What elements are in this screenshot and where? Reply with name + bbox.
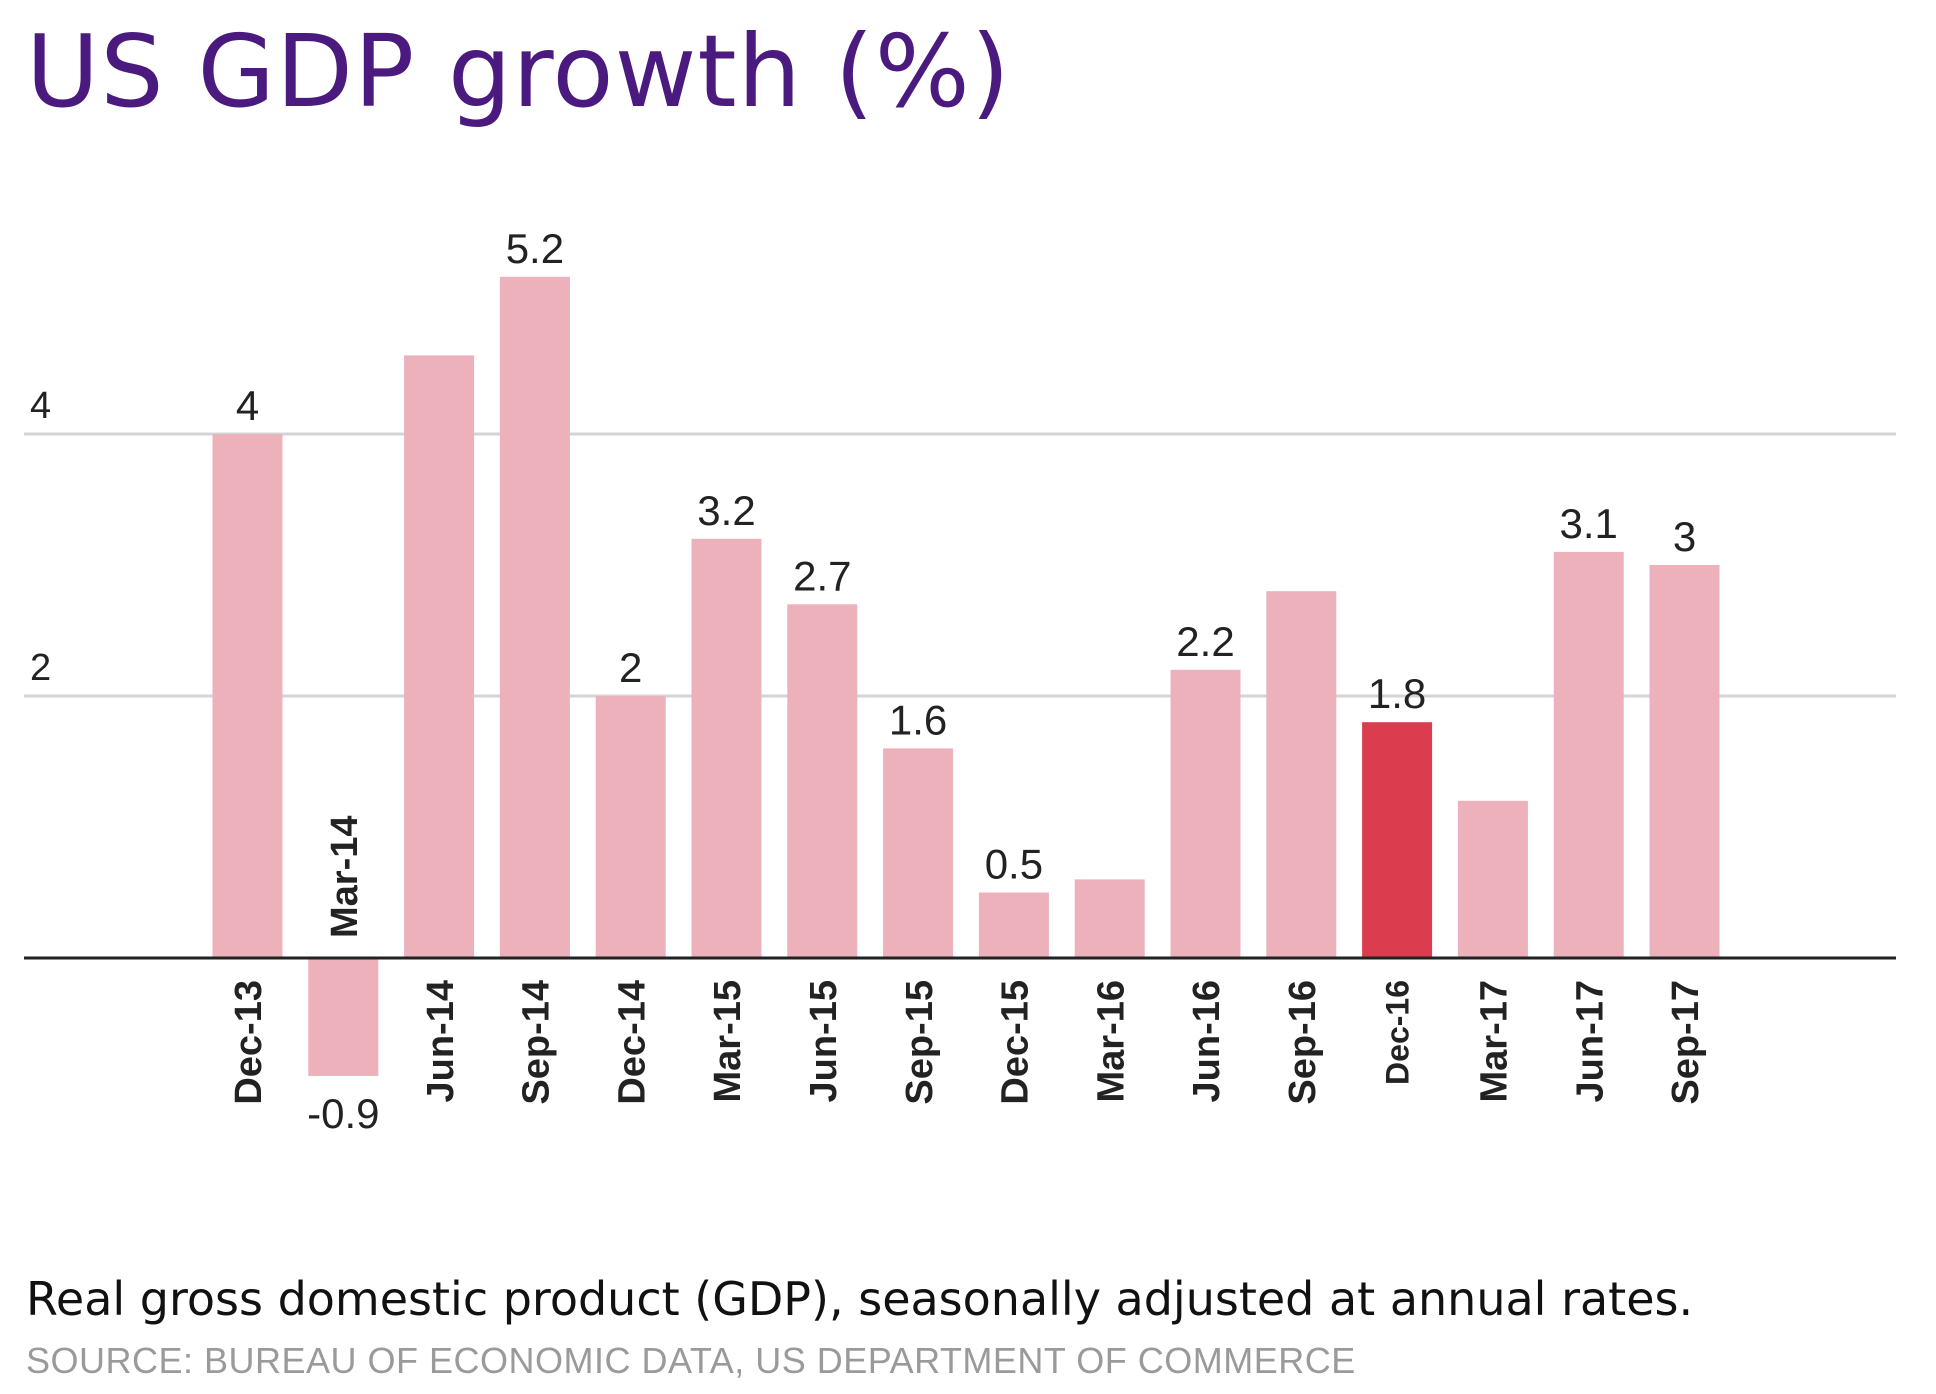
category-label-Dec-14: Dec-14 <box>611 980 653 1105</box>
category-label-Dec-15: Dec-15 <box>995 980 1037 1105</box>
category-label-Sep-16: Sep-16 <box>1282 980 1324 1105</box>
category-label-Sep-15: Sep-15 <box>899 980 941 1105</box>
bar-Mar-14 <box>308 958 379 1076</box>
category-label-Mar-14: Mar-14 <box>324 816 366 939</box>
bar-Jun-14 <box>404 355 475 958</box>
category-label-Mar-17: Mar-17 <box>1474 980 1516 1103</box>
y-tick-label-2: 2 <box>30 647 51 689</box>
bar-Dec-15 <box>978 892 1049 958</box>
data-label-Mar-15: 3.2 <box>697 487 755 534</box>
data-label-Dec-16: 1.8 <box>1368 670 1426 717</box>
chart-subtitle: Real gross domestic product (GDP), seaso… <box>26 1272 1694 1326</box>
bar-Mar-15 <box>691 538 762 958</box>
bar-Mar-17 <box>1457 800 1528 958</box>
category-label-Dec-13: Dec-13 <box>228 980 270 1105</box>
bar-Dec-16 <box>1362 722 1433 958</box>
data-label-Dec-13: 4 <box>236 382 259 429</box>
bar-Dec-13 <box>212 434 283 958</box>
bar-Jun-16 <box>1170 669 1241 958</box>
bar-Jun-15 <box>787 604 858 958</box>
data-label-Sep-17: 3 <box>1673 513 1696 560</box>
data-label-Jun-17: 3.1 <box>1560 500 1618 547</box>
data-label-Jun-16: 2.2 <box>1176 618 1234 665</box>
bar-Mar-16 <box>1074 879 1145 958</box>
bar-Dec-14 <box>595 696 666 958</box>
data-label-Sep-15: 1.6 <box>889 696 947 743</box>
data-label-Mar-14: -0.9 <box>307 1090 379 1137</box>
bar-Sep-14 <box>499 276 570 958</box>
data-label-Dec-15: 0.5 <box>985 841 1043 888</box>
category-label-Mar-15: Mar-15 <box>707 980 749 1103</box>
category-label-Jun-16: Jun-16 <box>1186 980 1228 1102</box>
category-label-Sep-14: Sep-14 <box>516 980 558 1105</box>
category-label-Jun-17: Jun-17 <box>1569 980 1611 1102</box>
bar-Jun-17 <box>1553 551 1624 958</box>
bar-Sep-17 <box>1649 565 1720 958</box>
category-label-Jun-15: Jun-15 <box>803 980 845 1102</box>
data-label-Sep-14: 5.2 <box>506 225 564 272</box>
bar-Sep-15 <box>883 748 954 958</box>
category-label-Dec-16: Dec-16 <box>1380 980 1416 1085</box>
category-label-Sep-17: Sep-17 <box>1665 980 1707 1105</box>
data-label-Dec-14: 2 <box>619 644 642 691</box>
y-tick-label-4: 4 <box>30 385 51 427</box>
category-label-Mar-16: Mar-16 <box>1090 980 1132 1103</box>
bar-chart: 2 4 4 Dec-13 -0.9 Mar-14 Jun-14 5.2 Sep-14 2 Dec-… <box>24 225 1896 1137</box>
chart-source: SOURCE: BUREAU OF ECONOMIC DATA, US DEPA… <box>26 1340 1356 1381</box>
data-label-Jun-15: 2.7 <box>793 552 851 599</box>
bar-Sep-16 <box>1266 591 1337 958</box>
chart-title: US GDP growth (%) <box>26 13 1011 130</box>
category-label-Jun-14: Jun-14 <box>420 980 462 1102</box>
